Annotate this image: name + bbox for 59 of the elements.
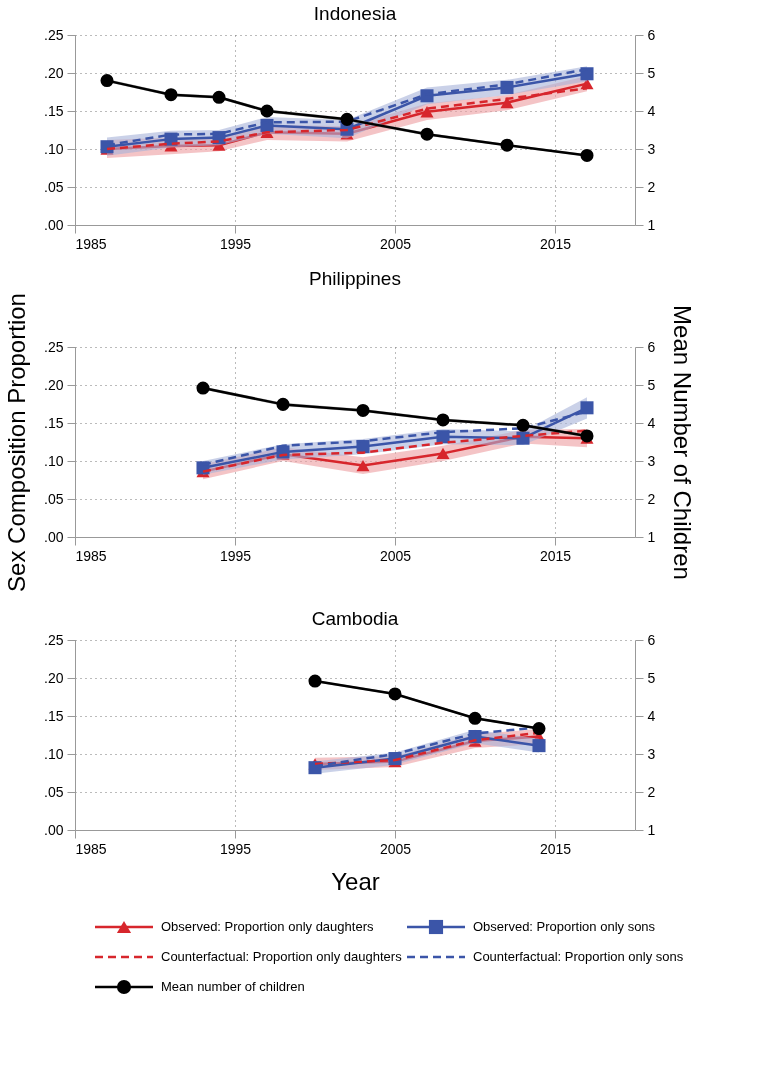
x-tick-label: 2015 — [539, 840, 572, 857]
x-tick-label: 1985 — [75, 840, 107, 857]
y-tick-label: .25 — [44, 26, 64, 43]
y-tick-label: .20 — [44, 669, 64, 686]
y2-tick-label: 4 — [647, 414, 656, 431]
y-tick-label: .00 — [44, 216, 64, 233]
y-tick-label: .05 — [44, 490, 64, 507]
y2-tick-label: 5 — [647, 376, 656, 393]
y-tick-label: .00 — [44, 528, 64, 545]
y2-tick-label: 6 — [647, 631, 656, 648]
y-tick-label: .20 — [44, 64, 64, 81]
legend-label: Observed: Proportion only daughters — [161, 919, 374, 934]
x-tick-label: 1985 — [75, 235, 107, 252]
y2-tick-label: 2 — [647, 490, 656, 507]
chart-title: Philippines — [309, 267, 401, 289]
y-tick-label: .05 — [44, 178, 64, 195]
x-tick-label: 1995 — [219, 840, 252, 857]
x-tick-label: 2005 — [379, 840, 412, 857]
y2-tick-label: 4 — [647, 707, 656, 724]
legend-label: Counterfactual: Proportion only sons — [473, 949, 684, 964]
legend-label: Counterfactual: Proportion only daughters — [161, 949, 403, 964]
chart-title: Cambodia — [311, 608, 399, 629]
y2-tick-label: 1 — [647, 821, 656, 838]
y-tick-label: .10 — [44, 140, 64, 157]
y-tick-label: .10 — [44, 452, 64, 469]
y-tick-label: .15 — [44, 707, 64, 724]
y-tick-label: .25 — [44, 631, 64, 648]
y-axis-title: Sex Composition Proportion — [3, 293, 31, 592]
legend-label: Observed: Proportion only sons — [473, 919, 656, 934]
y-tick-label: .00 — [44, 821, 64, 838]
y-tick-label: .20 — [44, 376, 64, 393]
chart-title: Indonesia — [313, 3, 397, 24]
y2-tick-label: 1 — [647, 216, 656, 233]
y2-tick-label: 3 — [647, 452, 656, 469]
x-tick-label: 2015 — [539, 235, 572, 252]
y-tick-label: .25 — [44, 338, 64, 355]
legend-label: Mean number of children — [161, 979, 305, 994]
x-tick-label: 1985 — [75, 547, 107, 564]
y2-tick-label: 6 — [647, 338, 656, 355]
x-tick-label: 2015 — [539, 547, 572, 564]
x-axis-title: Year — [331, 867, 380, 895]
y2-tick-label: 5 — [647, 64, 656, 81]
x-tick-label: 1995 — [219, 235, 252, 252]
y-tick-label: .05 — [44, 783, 64, 800]
y-tick-label: .15 — [44, 102, 64, 119]
y2-tick-label: 5 — [647, 669, 656, 686]
y2-tick-label: 2 — [647, 783, 656, 800]
y-tick-label: .15 — [44, 414, 64, 431]
y-tick-label: .10 — [44, 745, 64, 762]
x-tick-label: 2005 — [379, 547, 412, 564]
y2-tick-label: 4 — [647, 102, 656, 119]
y2-tick-label: 3 — [647, 140, 656, 157]
y2-tick-label: 6 — [647, 26, 656, 43]
y2-tick-label: 3 — [647, 745, 656, 762]
y2-tick-label: 2 — [647, 178, 656, 195]
y2-tick-label: 1 — [647, 528, 656, 545]
x-tick-label: 2005 — [379, 235, 412, 252]
y2-axis-title: Mean Number of Children — [669, 305, 697, 580]
x-tick-label: 1995 — [219, 547, 252, 564]
